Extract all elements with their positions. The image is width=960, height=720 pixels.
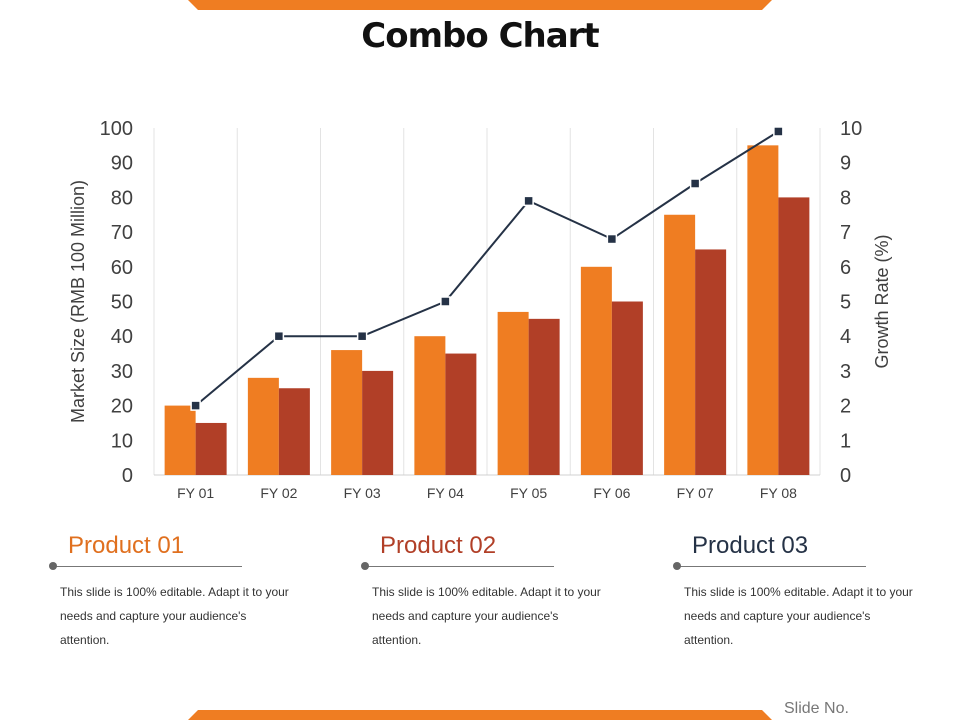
top-accent-band <box>188 0 772 10</box>
growth-rate-marker <box>440 296 451 307</box>
x-tick-label: FY 03 <box>344 485 381 501</box>
y-tick-label: 10 <box>111 430 133 452</box>
y-tick-label: 50 <box>111 292 133 314</box>
slide-number: Slide No. <box>784 700 849 717</box>
y2-tick-label: 8 <box>840 187 851 209</box>
product-03-title: Product 03 <box>692 532 809 559</box>
bottom-accent-band <box>188 710 772 720</box>
bar-1 <box>164 405 196 475</box>
product-01-bullet <box>49 562 57 570</box>
bar-2 <box>195 422 227 475</box>
product-01-divider <box>52 566 242 567</box>
y2-axis-title: Growth Rate (%) <box>872 234 892 368</box>
x-tick-label: FY 06 <box>593 485 630 501</box>
combo-chart: 0 10 20 30 40 50 60 70 80 90 100 0 1 2 3 4 5 6 7 8 9 10 Market… <box>68 118 892 501</box>
y2-tick-label: 9 <box>840 153 851 175</box>
y-tick-label: 40 <box>111 326 133 348</box>
growth-rate-line <box>194 130 779 407</box>
y2-tick-label: 0 <box>840 465 851 487</box>
y2-tick-label: 7 <box>840 222 851 244</box>
growth-rate-marker <box>356 330 368 342</box>
x-tick-label: FY 08 <box>760 485 797 501</box>
y-tick-label: 60 <box>111 257 133 279</box>
y-tick-label: 90 <box>111 153 133 175</box>
growth-rate-marker <box>190 400 201 411</box>
product-02-bullet <box>361 562 369 570</box>
growth-rate-marker <box>773 126 784 137</box>
y-tick-label: 30 <box>111 361 133 383</box>
bar-2 <box>362 370 394 475</box>
y-tick-label: 0 <box>122 465 133 487</box>
product-02-divider <box>364 566 554 567</box>
product-01-title: Product 01 <box>68 532 185 559</box>
y2-tick-label: 5 <box>840 292 851 314</box>
y2-tick-label: 1 <box>840 430 851 452</box>
y-tick-label: 80 <box>111 187 133 209</box>
page-title: Combo Chart <box>361 16 599 56</box>
product-03-bullet <box>673 562 681 570</box>
bar-2 <box>278 388 310 475</box>
y2-tick-label: 6 <box>840 257 851 279</box>
y-axis-title: Market Size (RMB 100 Million) <box>68 180 88 423</box>
product-02-title: Product 02 <box>380 532 497 559</box>
bar-2 <box>445 353 477 475</box>
bar-1 <box>247 377 279 475</box>
product-03-divider <box>676 566 866 567</box>
y2-tick-label: 3 <box>840 361 851 383</box>
bar-1 <box>664 214 696 475</box>
bar-2 <box>695 249 727 475</box>
y-tick-label: 100 <box>100 118 133 140</box>
bar-1 <box>497 311 529 475</box>
x-tick-label: FY 05 <box>510 485 547 501</box>
y-tick-label: 70 <box>111 222 133 244</box>
growth-rate-marker <box>606 233 618 245</box>
product-02-description: This slide is 100% editable. Adapt it to… <box>372 585 601 647</box>
x-tick-label: FY 02 <box>260 485 297 501</box>
growth-rate-marker <box>689 178 701 189</box>
bar-1 <box>580 266 612 475</box>
bar-1 <box>747 145 779 475</box>
growth-rate-marker <box>273 330 285 342</box>
bar-2 <box>528 318 560 475</box>
y2-tick-label: 2 <box>840 396 851 418</box>
bar-1 <box>414 336 446 475</box>
bar-2 <box>611 301 643 475</box>
x-tick-label: FY 07 <box>677 485 714 501</box>
product-01-description: This slide is 100% editable. Adapt it to… <box>60 585 289 647</box>
y-tick-label: 20 <box>111 396 133 418</box>
y2-tick-label: 10 <box>840 118 862 140</box>
bar-1 <box>331 350 363 475</box>
product-03-description: This slide is 100% editable. Adapt it to… <box>684 585 913 647</box>
x-tick-label: FY 01 <box>177 485 214 501</box>
x-tick-label: FY 04 <box>427 485 464 501</box>
bar-2 <box>778 197 810 475</box>
y2-tick-label: 4 <box>840 326 851 348</box>
growth-rate-marker <box>523 195 534 207</box>
